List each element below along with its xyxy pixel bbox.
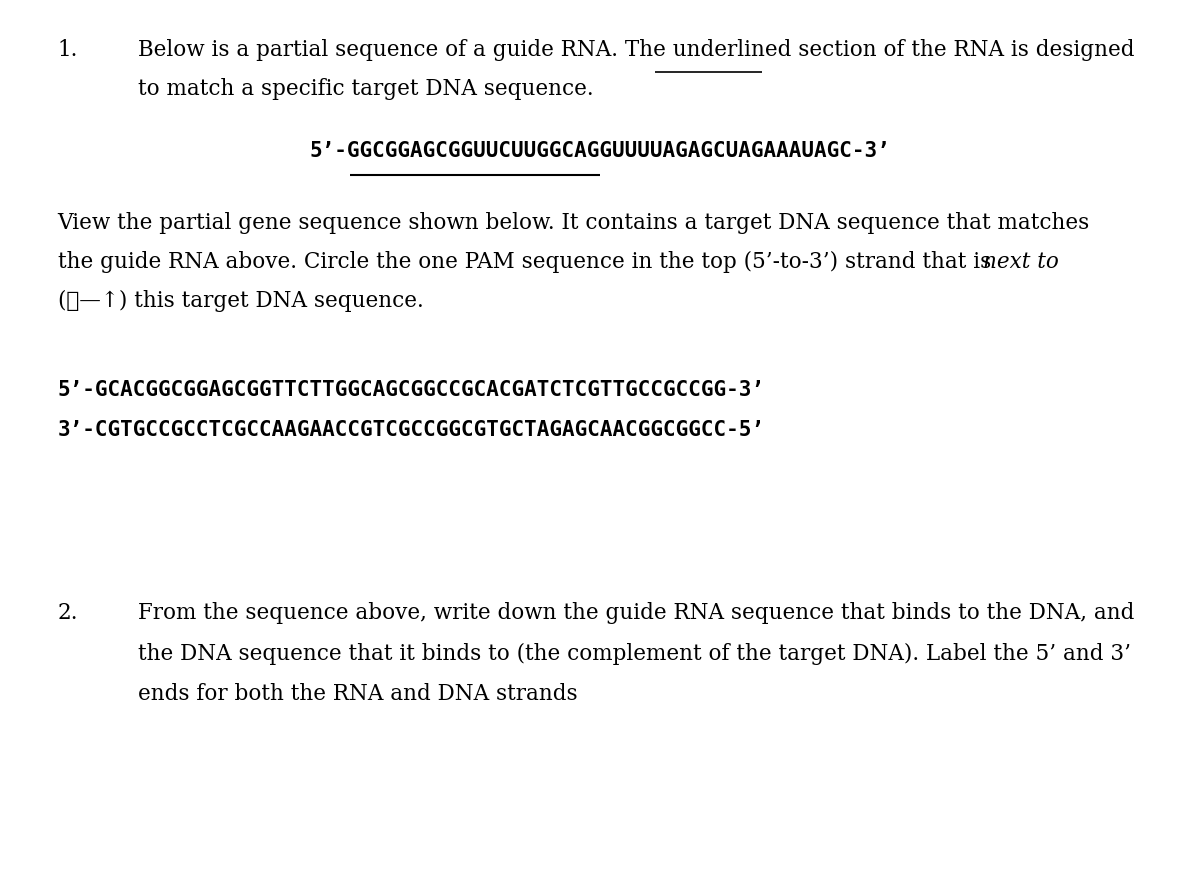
Text: to match a specific target DNA sequence.: to match a specific target DNA sequence. <box>138 78 594 100</box>
Text: 5’-GCACGGCGGAGCGGTTCTTGGCAGCGGCCGCACGATCTCGTTGCCGCCGG-3’: 5’-GCACGGCGGAGCGGTTCTTGGCAGCGGCCGCACGATC… <box>58 380 764 400</box>
Text: View the partial gene sequence shown below. It contains a target DNA sequence th: View the partial gene sequence shown bel… <box>58 212 1090 234</box>
Text: 2.: 2. <box>58 602 78 624</box>
Text: the guide RNA above. Circle the one PAM sequence in the top (5’-to-3’) strand th: the guide RNA above. Circle the one PAM … <box>58 251 997 273</box>
Text: 1.: 1. <box>58 39 78 61</box>
Text: Below is a partial sequence of a guide RNA. The underlined section of the RNA is: Below is a partial sequence of a guide R… <box>138 39 1134 61</box>
Text: From the sequence above, write down the guide RNA sequence that binds to the DNA: From the sequence above, write down the … <box>138 602 1134 624</box>
Text: the DNA sequence that it binds to (the complement of the target DNA). Label the : the DNA sequence that it binds to (the c… <box>138 643 1132 665</box>
Text: 5’-GGCGGAGCGGUUCUUGGCAGGUUUUAGAGCUAGAAAUAGC-3’: 5’-GGCGGAGCGGUUCUUGGCAGGUUUUAGAGCUAGAAAU… <box>310 141 890 162</box>
Text: next to: next to <box>983 251 1060 273</box>
Text: (下—↑) this target DNA sequence.: (下—↑) this target DNA sequence. <box>58 290 424 312</box>
Text: 3’-CGTGCCGCCTCGCCAAGAACCGTCGCCGGCGTGCTAGAGCAACGGCGGCC-5’: 3’-CGTGCCGCCTCGCCAAGAACCGTCGCCGGCGTGCTAG… <box>58 420 764 441</box>
Text: ends for both the RNA and DNA strands: ends for both the RNA and DNA strands <box>138 683 577 706</box>
